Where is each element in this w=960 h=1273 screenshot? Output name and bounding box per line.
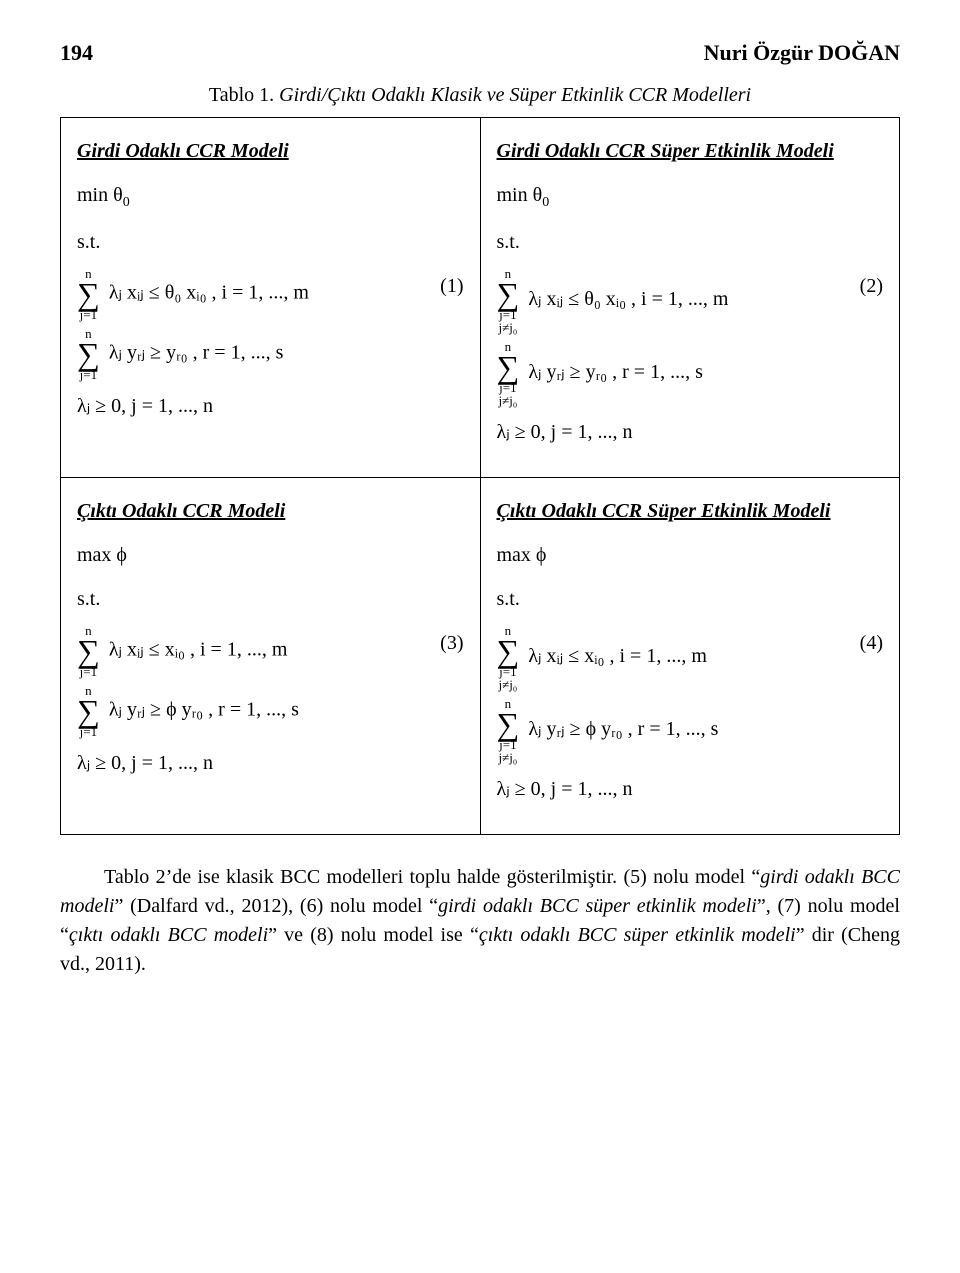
cell-output-ccr-super: Çıktı Odaklı CCR Süper Etkinlik Modeli m… bbox=[480, 477, 900, 834]
objective: min θ0 bbox=[77, 176, 464, 217]
model-title: Çıktı Odaklı CCR Modeli bbox=[77, 492, 464, 530]
sigma-icon: n ∑ j=1 j≠j₀ bbox=[497, 624, 520, 691]
equation-number: (2) bbox=[860, 267, 883, 305]
models-table: Girdi Odaklı CCR Modeli min θ0 s.t. n ∑ … bbox=[60, 117, 900, 835]
subject-to: s.t. bbox=[497, 580, 884, 618]
constraint-x: n ∑ j=1 j≠j₀ λⱼ xᵢⱼ ≤ xᵢ₀ , i = 1, ..., … bbox=[497, 624, 884, 691]
model-title: Girdi Odaklı CCR Süper Etkinlik Modeli bbox=[497, 132, 884, 170]
model-title: Çıktı Odaklı CCR Süper Etkinlik Modeli bbox=[497, 492, 884, 530]
subject-to: s.t. bbox=[77, 580, 464, 618]
page-number: 194 bbox=[60, 40, 93, 66]
constraint-y: n ∑ j=1 j≠j₀ λⱼ yᵣⱼ ≥ ϕ yᵣ₀ , r = 1, ...… bbox=[497, 697, 884, 764]
sigma-icon: n ∑ j=1 bbox=[77, 624, 100, 678]
body-paragraph: Tablo 2’de ise klasik BCC modelleri topl… bbox=[60, 863, 900, 979]
sigma-icon: n ∑ j=1 j≠j₀ bbox=[497, 697, 520, 764]
constraint-lambda: λⱼ ≥ 0, j = 1, ..., n bbox=[497, 770, 884, 808]
subject-to: s.t. bbox=[77, 223, 464, 261]
sigma-icon: n ∑ j=1 bbox=[77, 684, 100, 738]
constraint-y: n ∑ j=1 λⱼ yᵣⱼ ≥ yᵣ₀ , r = 1, ..., s bbox=[77, 327, 464, 381]
sigma-icon: n ∑ j=1 bbox=[77, 267, 100, 321]
constraint-lambda: λⱼ ≥ 0, j = 1, ..., n bbox=[77, 387, 464, 425]
equation-number: (3) bbox=[440, 624, 463, 662]
objective: max ϕ bbox=[497, 536, 884, 574]
sigma-icon: n ∑ j=1 j≠j₀ bbox=[497, 340, 520, 407]
model-title: Girdi Odaklı CCR Modeli bbox=[77, 132, 464, 170]
caption-label: Tablo 1. bbox=[209, 84, 274, 106]
constraint-y: n ∑ j=1 λⱼ yᵣⱼ ≥ ϕ yᵣ₀ , r = 1, ..., s bbox=[77, 684, 464, 738]
cell-input-ccr: Girdi Odaklı CCR Modeli min θ0 s.t. n ∑ … bbox=[61, 118, 481, 478]
sigma-icon: n ∑ j=1 j≠j₀ bbox=[497, 267, 520, 334]
constraint-lambda: λⱼ ≥ 0, j = 1, ..., n bbox=[77, 744, 464, 782]
cell-output-ccr: Çıktı Odaklı CCR Modeli max ϕ s.t. n ∑ j… bbox=[61, 477, 481, 834]
constraint-x: n ∑ j=1 λⱼ xᵢⱼ ≤ θ₀ xᵢ₀ , i = 1, ..., m … bbox=[77, 267, 464, 321]
subject-to: s.t. bbox=[497, 223, 884, 261]
constraint-x: n ∑ j=1 λⱼ xᵢⱼ ≤ xᵢ₀ , i = 1, ..., m (3) bbox=[77, 624, 464, 678]
caption-title: Girdi/Çıktı Odaklı Klasik ve Süper Etkin… bbox=[279, 84, 751, 106]
constraint-y: n ∑ j=1 j≠j₀ λⱼ yᵣⱼ ≥ yᵣ₀ , r = 1, ..., … bbox=[497, 340, 884, 407]
constraint-lambda: λⱼ ≥ 0, j = 1, ..., n bbox=[497, 413, 884, 451]
table-caption: Tablo 1. Girdi/Çıktı Odaklı Klasik ve Sü… bbox=[60, 84, 900, 107]
author-name: Nuri Özgür DOĞAN bbox=[704, 40, 900, 66]
objective: min θ0 bbox=[497, 176, 884, 217]
sigma-icon: n ∑ j=1 bbox=[77, 327, 100, 381]
equation-number: (1) bbox=[440, 267, 463, 305]
equation-number: (4) bbox=[860, 624, 883, 662]
constraint-x: n ∑ j=1 j≠j₀ λⱼ xᵢⱼ ≤ θ₀ xᵢ₀ , i = 1, ..… bbox=[497, 267, 884, 334]
cell-input-ccr-super: Girdi Odaklı CCR Süper Etkinlik Modeli m… bbox=[480, 118, 900, 478]
objective: max ϕ bbox=[77, 536, 464, 574]
